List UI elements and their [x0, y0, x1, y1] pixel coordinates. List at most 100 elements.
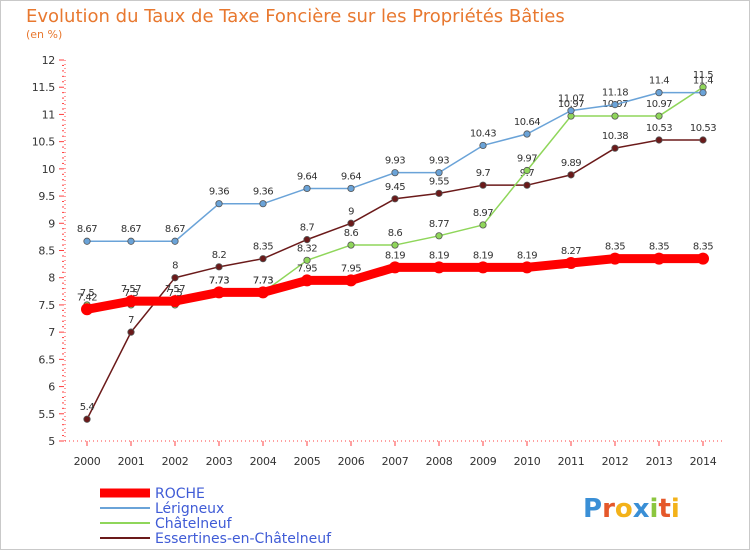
series-lerigneux: 8.67 8.67 8.67 9.36 9.36 9.64 9.64 9.93 9.93 10.4… — [77, 76, 714, 245]
data-label: 9.93 — [429, 156, 449, 167]
data-point — [391, 169, 399, 177]
data-label: 8.6 — [388, 228, 403, 239]
brand-letter: i — [650, 494, 659, 524]
brand-letter: P — [583, 494, 602, 524]
y-tick-label: 11.5 — [32, 81, 56, 94]
data-point — [433, 261, 445, 274]
data-label: 8.19 — [473, 250, 493, 261]
data-label: 7.95 — [297, 263, 317, 274]
y-tick-label: 5.5 — [38, 408, 55, 421]
series-roche: 7.42 7.57 7.57 7.73 7.73 7.95 7.95 8.19 8.19 8.19… — [77, 242, 714, 316]
data-label: 8.35 — [693, 242, 713, 253]
data-label: 7.73 — [209, 275, 229, 286]
data-point — [523, 181, 531, 189]
y-tick-label: 7 — [48, 326, 55, 339]
data-point — [655, 89, 663, 97]
data-label: 11.07 — [558, 94, 584, 105]
data-label: 7.95 — [341, 263, 361, 274]
data-label: 7.73 — [209, 275, 229, 286]
y-tick-label: 8.5 — [38, 245, 55, 258]
data-label: 8 — [172, 261, 178, 272]
data-point — [609, 252, 621, 265]
data-point — [611, 112, 619, 120]
data-label: 8.19 — [517, 250, 537, 261]
y-tick-label: 10.5 — [32, 136, 56, 149]
data-point — [611, 101, 619, 109]
legend: ROCHELérigneuxChâtelneufEssertines-en-Ch… — [100, 486, 332, 547]
data-point — [523, 166, 531, 175]
data-point — [565, 257, 577, 270]
data-label: 8.27 — [561, 246, 581, 257]
data-point — [389, 261, 401, 274]
data-point — [479, 141, 487, 150]
data-point — [347, 184, 355, 193]
data-label: 8.6 — [344, 228, 359, 239]
x-tick-label: 2002 — [162, 455, 189, 468]
legend-label: Essertines-en-Châtelneuf — [155, 531, 332, 547]
data-point — [479, 221, 487, 229]
data-label: 7 — [128, 315, 134, 326]
brand-letter: r — [602, 494, 615, 524]
data-label: 8.35 — [649, 242, 669, 253]
data-label: 8.35 — [605, 242, 625, 253]
data-label: 9.7 — [476, 168, 491, 179]
data-point — [215, 200, 223, 208]
data-label: 8.2 — [212, 250, 227, 261]
data-label: 8.32 — [297, 243, 317, 254]
data-point — [655, 136, 663, 144]
data-point — [303, 184, 311, 193]
data-point — [345, 274, 357, 287]
data-point — [479, 181, 487, 189]
data-label: 8.19 — [429, 250, 449, 261]
data-point — [611, 144, 619, 152]
data-label: 7.73 — [253, 275, 273, 286]
y-tick-label: 9 — [48, 217, 55, 230]
data-label: 5.4 — [80, 402, 95, 413]
data-point — [83, 237, 91, 245]
data-point — [83, 415, 91, 423]
data-point — [435, 189, 443, 197]
data-point — [303, 236, 311, 244]
data-point — [391, 241, 399, 249]
data-point — [523, 130, 531, 138]
data-point — [125, 295, 137, 308]
data-label: 10.97 — [646, 99, 672, 110]
data-label: 9.55 — [429, 176, 449, 187]
data-point — [697, 252, 709, 265]
data-point — [699, 136, 707, 144]
data-label: 8.35 — [253, 242, 273, 253]
data-label: 9.45 — [385, 182, 405, 193]
x-tick-label: 2011 — [558, 455, 585, 468]
y-tick-label: 7.5 — [38, 299, 55, 312]
data-label: 8.67 — [165, 224, 185, 235]
data-label: 10.43 — [470, 128, 496, 139]
data-label: 10.64 — [514, 117, 540, 128]
data-label: 10.97 — [558, 99, 584, 110]
data-point — [347, 241, 355, 249]
data-label: 11.4 — [649, 76, 669, 87]
x-tick-label: 2012 — [602, 455, 629, 468]
data-point — [655, 112, 663, 120]
y-tick-label: 5 — [48, 435, 55, 448]
data-label: 9.64 — [341, 171, 361, 182]
data-label: 9 — [348, 206, 354, 217]
data-label: 9.93 — [385, 156, 405, 167]
data-label: 9.89 — [561, 158, 581, 169]
data-label: 7.73 — [253, 275, 273, 286]
x-tick-label: 2008 — [426, 455, 453, 468]
y-tick-label: 9.5 — [38, 190, 55, 203]
y-tick-label: 8 — [48, 272, 55, 285]
data-point — [127, 237, 135, 245]
data-label: 7.42 — [77, 292, 97, 303]
brand-letter: i — [671, 494, 680, 524]
data-point — [521, 261, 533, 274]
brand-letter: t — [658, 494, 670, 524]
data-point — [127, 328, 135, 336]
y-tick-label: 10 — [42, 163, 56, 176]
data-point — [435, 169, 443, 177]
data-point — [215, 263, 223, 271]
series-essertines: 5.4788.28.358.799.459.559.79.79.8910.381… — [80, 123, 717, 423]
data-point — [391, 195, 399, 203]
data-point — [171, 274, 179, 282]
